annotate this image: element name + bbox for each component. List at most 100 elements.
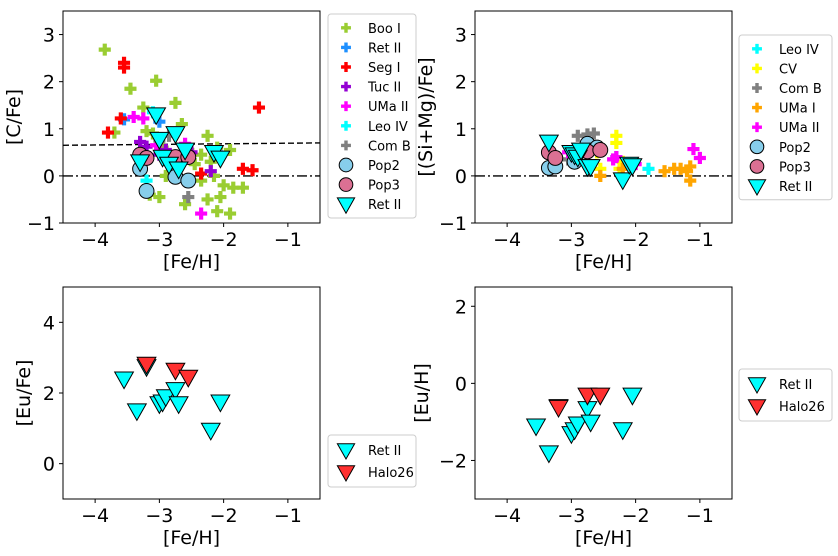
legend-marker-pop2 [749,139,765,155]
legend-label: Ret II [779,378,812,393]
point-pop3-circle [592,142,609,158]
point-halo26-triangle [577,387,598,406]
point-uma-ii-plus [150,139,163,152]
point-leo-iv-plus [140,174,153,187]
point-seg-i-plus [246,164,259,177]
point-boo-i-plus [137,101,150,114]
chart-simgfe: −4 −3 −2 −1 −1 0 1 2 3 [Fe/H] [(Si+Mg)/Fe] Leo IV CV… [415,10,833,273]
legend-marker-ret-ii [747,377,767,395]
point-halo26-triangle [590,387,611,406]
y-tick-label: 4 [43,312,55,334]
point-com-b-plus [162,129,176,142]
x-tick-label: −1 [274,505,302,527]
point-ret-ii-triangle [612,422,633,441]
y-tick-label: 2 [455,296,467,318]
x-axis-label: [Fe/H] [163,527,220,549]
point-boo-i-plus [224,143,237,157]
point-boo-i-plus [214,191,227,204]
legend: Ret II Halo26 [327,434,417,488]
x-tick-label: −1 [274,229,302,251]
legend: Boo I Ret II Seg I Tuc II UMa II Leo IV Com B P… [327,13,417,219]
point-com-b-plus [587,127,600,140]
point-ret-ii-triangle [168,161,189,180]
y-axis-label: [C/Fe] [3,89,25,145]
point-uma-i-plus [616,162,629,175]
point-ret-ii-triangle [210,150,231,169]
point-boo-i-plus [227,181,240,194]
x-tick-label: −2 [210,505,238,527]
point-boo-i-plus [175,118,188,131]
point-uma-i-plus [594,169,607,182]
y-tick-label: 1 [43,119,55,141]
point-ret-ii-triangle [165,382,186,401]
data-markers [98,43,266,220]
point-cv-plus [594,162,607,175]
legend-label: Pop2 [368,159,400,174]
legend-label: CV [779,62,797,77]
point-ret-ii-triangle [129,154,151,173]
y-tick-label: −1 [27,213,55,235]
point-ret-ii-triangle [567,416,589,435]
point-tuc-ii-plus [204,165,217,178]
legend-marker-leo-iv [752,43,762,54]
legend-label: UMa II [779,121,820,136]
point-boo-i-plus [217,179,230,192]
x-tick-label: −4 [493,505,521,527]
point-boo-i-plus [179,198,192,211]
point-halo26-triangle [136,356,157,375]
point-uma-ii-plus [610,150,623,164]
point-ret-ii-triangle [126,403,148,422]
point-uma-i-plus [684,160,697,173]
legend-label: Pop2 [779,141,811,156]
point-ret-ii-triangle [210,394,231,413]
y-tick-label: 3 [455,25,467,47]
point-ret-ii-triangle [622,158,643,177]
x-tick-label: −4 [493,229,521,251]
point-ret-ii-triangle [538,134,560,153]
point-ret-ii-triangle [538,445,560,464]
point-uma-i-plus [684,174,697,187]
legend-frame [738,34,833,201]
x-tick-label: −1 [686,505,714,527]
x-axis-label: [Fe/H] [575,251,632,273]
y-tick-label: 3 [43,25,55,47]
legend-marker-halo26 [747,399,767,417]
legend-label: Tuc II [367,81,401,96]
x-tick-label: −4 [81,229,109,251]
x-tick-label: −2 [210,229,238,251]
x-axis-label: [Fe/H] [575,527,632,549]
legend-marker-uma-i [752,102,762,113]
point-seg-i-plus [101,126,115,139]
point-seg-i-plus [252,101,266,114]
legend-marker-ret-ii [747,179,767,197]
legend: Ret II Halo26 [738,368,833,422]
point-ret-ii-triangle [580,414,601,433]
x-tick-label: −2 [622,505,650,527]
legend-marker-leo-iv [341,120,351,131]
legend-marker-ret-ii [341,42,351,53]
point-boo-i-plus [156,141,169,154]
legend-label: Ret II [368,198,401,213]
legend-marker-pop2 [338,157,354,173]
point-boo-i-plus [207,169,221,182]
point-pop2-circle [180,172,197,189]
point-uma-i-plus [680,165,694,178]
point-tuc-ii-plus [140,140,153,153]
point-boo-i-plus [211,205,224,218]
point-boo-i-plus [98,43,111,56]
point-ret-ii-triangle [145,107,167,126]
data-markers [113,356,231,441]
plot-frame [62,286,321,500]
point-boo-i-plus [169,96,182,109]
legend-label: Com B [779,82,822,97]
point-boo-i-plus [153,191,166,204]
point-halo26-triangle [178,369,199,388]
plot-frame [474,10,733,224]
legend-label: Com B [368,139,411,154]
point-uma-i-plus [658,165,671,178]
point-boo-i-plus [204,155,217,168]
legend-marker-halo26 [336,465,356,483]
legend-marker-seg-i [341,62,351,72]
legend-label: UMa II [368,100,409,115]
